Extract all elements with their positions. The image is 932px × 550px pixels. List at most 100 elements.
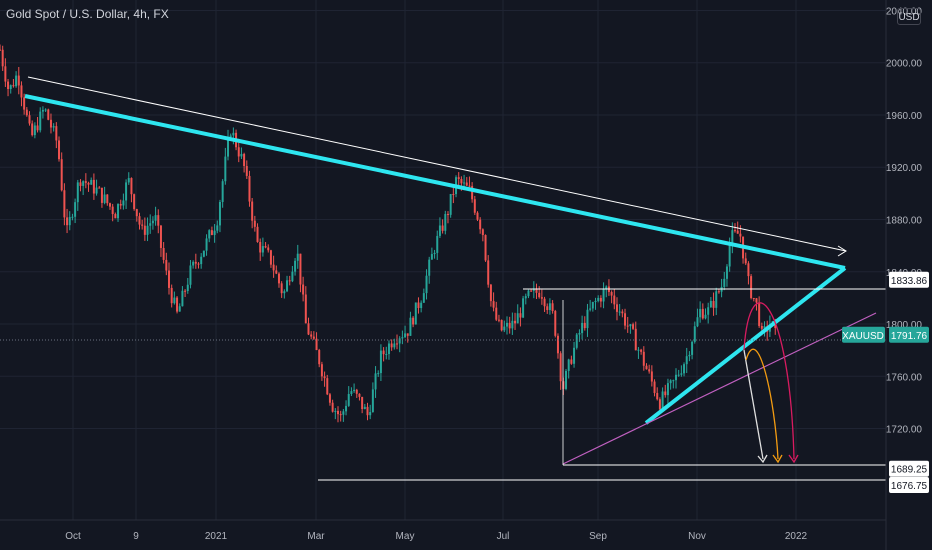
candle-body — [178, 306, 181, 312]
candle-body — [146, 225, 149, 235]
candle-body — [594, 300, 597, 302]
candle-body — [597, 297, 600, 301]
projection-arrow-white[interactable] — [743, 349, 764, 460]
candle-body — [55, 126, 58, 141]
candle-body — [514, 320, 517, 324]
rising-support-line[interactable] — [562, 312, 877, 465]
candle-body — [463, 182, 466, 184]
candle-body — [25, 109, 28, 116]
candle-body — [106, 194, 109, 204]
candle-body — [253, 220, 256, 227]
candle-body — [339, 414, 342, 416]
candle-body — [17, 75, 20, 86]
x-tick-label: Sep — [589, 531, 607, 542]
main-trendline-support[interactable] — [644, 266, 847, 425]
candle-body — [693, 326, 696, 342]
candle-body — [438, 225, 441, 236]
candle-body — [315, 338, 318, 351]
candle-body — [304, 294, 307, 324]
candle-body — [31, 123, 34, 136]
candle-body — [589, 308, 592, 310]
candle-body — [149, 223, 152, 226]
candle-body — [661, 391, 664, 410]
candle-body — [538, 292, 541, 298]
candle-body — [575, 334, 578, 348]
candle-body — [12, 85, 15, 87]
candle-body — [286, 280, 289, 292]
candle-body — [658, 399, 661, 410]
candle-body — [556, 335, 559, 354]
candle-body — [430, 254, 433, 260]
candle-body — [100, 187, 103, 203]
candle-body — [393, 343, 396, 348]
candle-body — [433, 252, 436, 255]
candle-body — [269, 250, 272, 265]
candle-body — [312, 336, 315, 339]
candle-body — [637, 349, 640, 351]
candle-body — [328, 394, 331, 403]
candle-body — [436, 235, 439, 253]
candle-body — [578, 333, 581, 335]
candle-body — [216, 225, 219, 231]
candle-body — [4, 66, 7, 82]
candle-body — [369, 412, 372, 416]
price-axis[interactable]: 1720.001760.001800.001840.001880.001920.… — [842, 0, 929, 550]
candle-body — [586, 309, 589, 329]
candle-body — [76, 182, 79, 203]
time-axis[interactable]: Oct 9 2021 Mar May Jul Sep Nov 2022 — [0, 519, 886, 542]
x-tick-label: 2021 — [205, 531, 228, 542]
candle-body — [133, 194, 136, 210]
candle-body — [530, 290, 533, 292]
candle-body — [192, 261, 195, 266]
candle-body — [551, 303, 554, 311]
candle-body — [90, 179, 93, 185]
y-tick-label: 1760.00 — [886, 372, 923, 383]
candle-body — [505, 322, 508, 327]
candle-body — [336, 410, 339, 415]
x-tick-label: Oct — [65, 531, 81, 542]
candle-body — [350, 391, 353, 394]
candle-body — [527, 290, 530, 297]
candle-body — [752, 298, 755, 300]
price-label-box — [889, 271, 929, 288]
candle-body — [398, 338, 401, 344]
price-label: 1833.86 — [891, 276, 928, 287]
candle-body — [44, 109, 47, 111]
candle-body — [516, 313, 519, 324]
candle-body — [41, 109, 44, 112]
candle-body — [522, 298, 525, 318]
candle-body — [33, 125, 36, 136]
candle-body — [114, 214, 117, 219]
candle-body — [154, 215, 157, 221]
projection-arrow-crimson[interactable] — [743, 302, 795, 460]
candle-body — [736, 230, 739, 234]
candle-body — [715, 291, 718, 308]
currency-button[interactable]: USD — [897, 8, 921, 25]
candle-body — [197, 263, 200, 265]
candle-body — [717, 291, 720, 293]
candle-body — [291, 271, 294, 282]
candle-body — [390, 343, 393, 348]
main-trendline-resistance[interactable] — [24, 94, 846, 270]
candle-body — [202, 250, 205, 257]
candle-body — [181, 290, 184, 307]
candle-body — [173, 297, 176, 304]
candle-body — [519, 313, 522, 318]
thin-trendline[interactable] — [27, 76, 847, 252]
chart-title: Gold Spot / U.S. Dollar, 4h, FX — [6, 7, 169, 21]
candle-body — [750, 276, 753, 299]
candle-body — [460, 179, 463, 184]
candle-body — [581, 322, 584, 334]
candle-body — [479, 219, 482, 230]
candle-body — [15, 75, 18, 87]
candle-body — [251, 201, 254, 221]
candle-body — [87, 182, 90, 185]
candle-body — [573, 347, 576, 364]
candle-body — [387, 343, 390, 355]
candle-body — [237, 147, 240, 157]
candle-body — [108, 203, 111, 207]
projection-arrow-orange[interactable] — [745, 348, 779, 460]
candle-body — [425, 275, 428, 294]
x-tick-label: Mar — [307, 531, 325, 542]
